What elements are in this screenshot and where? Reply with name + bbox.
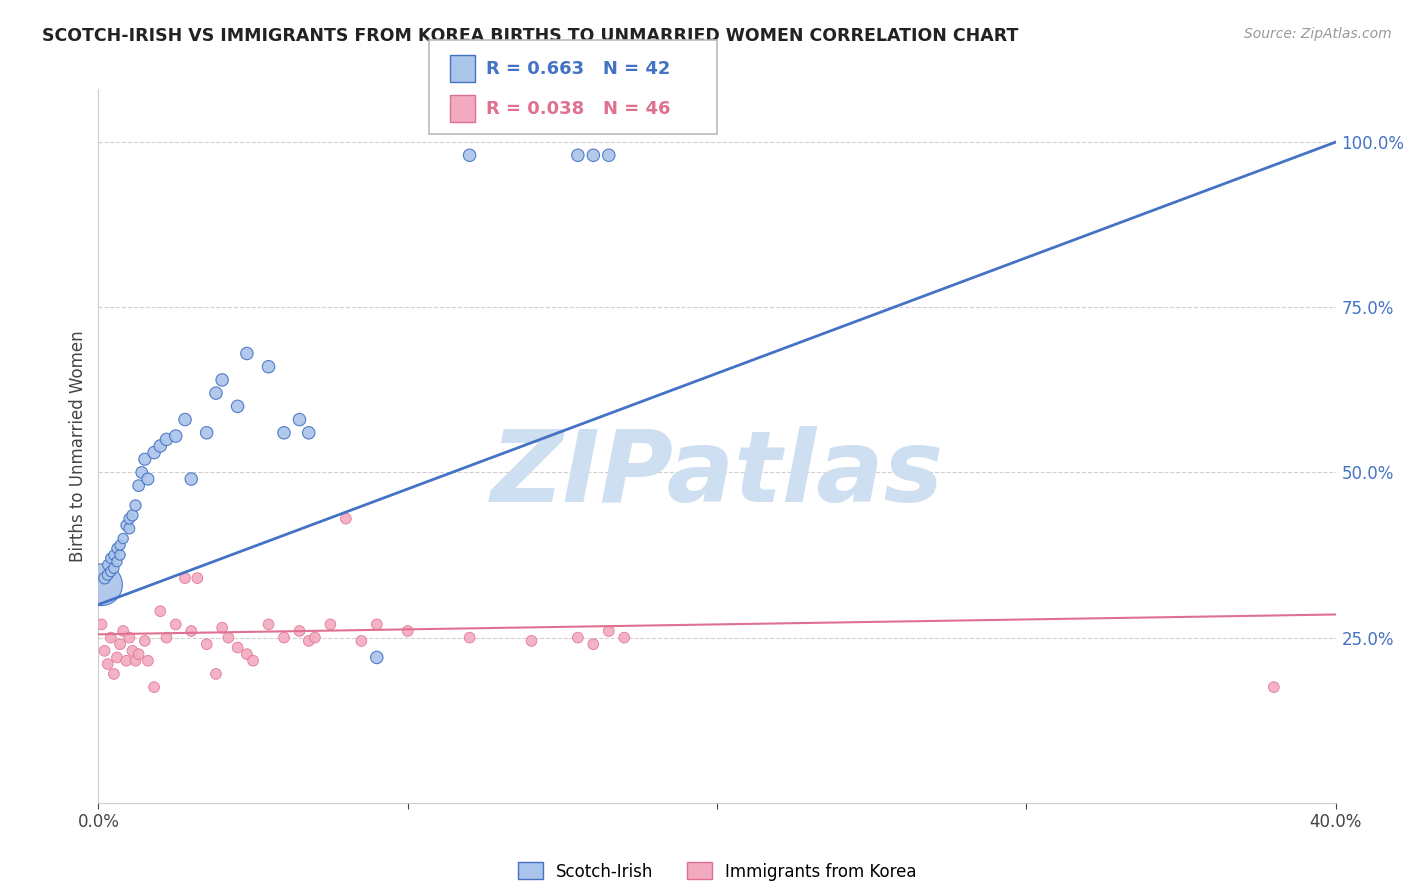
Point — [112, 624, 135, 638]
Point — [103, 548, 125, 562]
Point — [273, 425, 295, 440]
Point — [236, 647, 259, 661]
Point — [97, 558, 120, 572]
Point — [108, 548, 131, 562]
Point — [100, 551, 122, 566]
Point — [165, 617, 187, 632]
Point — [131, 466, 153, 480]
Point — [100, 565, 122, 579]
Point — [134, 452, 156, 467]
Point — [180, 624, 202, 638]
Point — [155, 433, 177, 447]
Point — [143, 445, 166, 459]
Point — [93, 571, 115, 585]
Point — [149, 604, 172, 618]
Point — [211, 621, 233, 635]
Point — [582, 637, 605, 651]
Point — [136, 472, 159, 486]
Point — [236, 346, 259, 360]
Point — [226, 400, 249, 414]
Point — [174, 571, 197, 585]
Point — [288, 412, 311, 426]
Point — [217, 631, 239, 645]
Point — [598, 148, 620, 162]
Point — [211, 373, 233, 387]
Point — [205, 667, 228, 681]
Point — [143, 680, 166, 694]
Point — [149, 439, 172, 453]
Legend: Scotch-Irish, Immigrants from Korea: Scotch-Irish, Immigrants from Korea — [510, 855, 924, 888]
Point — [582, 148, 605, 162]
Text: SCOTCH-IRISH VS IMMIGRANTS FROM KOREA BIRTHS TO UNMARRIED WOMEN CORRELATION CHAR: SCOTCH-IRISH VS IMMIGRANTS FROM KOREA BI… — [42, 27, 1018, 45]
Point — [242, 654, 264, 668]
Point — [319, 617, 342, 632]
Point — [136, 654, 159, 668]
Point — [304, 631, 326, 645]
Point — [118, 631, 141, 645]
Point — [118, 522, 141, 536]
Point — [195, 425, 218, 440]
Point — [115, 654, 138, 668]
Y-axis label: Births to Unmarried Women: Births to Unmarried Women — [69, 330, 87, 562]
Text: Source: ZipAtlas.com: Source: ZipAtlas.com — [1244, 27, 1392, 41]
Point — [613, 631, 636, 645]
Point — [118, 511, 141, 525]
Point — [100, 631, 122, 645]
Point — [366, 617, 388, 632]
Point — [298, 634, 321, 648]
Point — [103, 561, 125, 575]
Point — [226, 640, 249, 655]
Point — [155, 631, 177, 645]
Point — [174, 412, 197, 426]
Point — [257, 617, 280, 632]
Point — [115, 518, 138, 533]
Point — [97, 657, 120, 671]
Point — [598, 624, 620, 638]
Point — [108, 637, 131, 651]
Point — [105, 650, 128, 665]
Point — [121, 508, 143, 523]
Point — [257, 359, 280, 374]
Point — [105, 555, 128, 569]
Point — [93, 644, 115, 658]
Point — [108, 538, 131, 552]
Text: ZIPatlas: ZIPatlas — [491, 426, 943, 523]
Point — [567, 148, 589, 162]
Point — [105, 541, 128, 556]
Text: R = 0.038   N = 46: R = 0.038 N = 46 — [486, 100, 671, 118]
Point — [396, 624, 419, 638]
Point — [180, 472, 202, 486]
Text: R = 0.663   N = 42: R = 0.663 N = 42 — [486, 60, 671, 78]
Point — [97, 567, 120, 582]
Point — [165, 429, 187, 443]
Point — [1263, 680, 1285, 694]
Point — [366, 650, 388, 665]
Point — [134, 634, 156, 648]
Point — [458, 631, 481, 645]
Point — [288, 624, 311, 638]
Point — [186, 571, 208, 585]
Point — [458, 148, 481, 162]
Point — [103, 667, 125, 681]
Point — [567, 631, 589, 645]
Point — [298, 425, 321, 440]
Point — [335, 511, 357, 525]
Point — [205, 386, 228, 401]
Point — [124, 499, 146, 513]
Point — [90, 617, 112, 632]
Point — [350, 634, 373, 648]
Point — [128, 478, 150, 492]
Point — [195, 637, 218, 651]
Point — [112, 532, 135, 546]
Point — [273, 631, 295, 645]
Point — [124, 654, 146, 668]
Point — [90, 578, 112, 592]
Point — [121, 644, 143, 658]
Point — [520, 634, 543, 648]
Point — [128, 647, 150, 661]
